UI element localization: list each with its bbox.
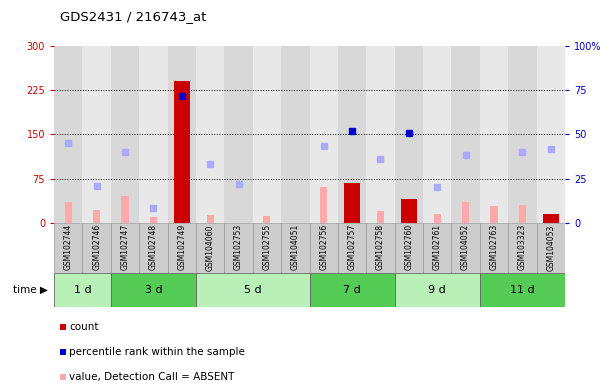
Bar — [338, 223, 366, 273]
Bar — [253, 223, 281, 273]
Bar — [139, 223, 168, 273]
Bar — [480, 46, 508, 223]
Bar — [366, 46, 395, 223]
Bar — [423, 223, 451, 273]
Text: GSM102748: GSM102748 — [149, 224, 158, 270]
Text: GSM102753: GSM102753 — [234, 224, 243, 270]
Bar — [174, 81, 189, 223]
Bar — [395, 223, 423, 273]
Bar — [395, 46, 423, 223]
Text: value, Detection Call = ABSENT: value, Detection Call = ABSENT — [69, 372, 234, 382]
Bar — [65, 202, 72, 223]
Bar — [451, 223, 480, 273]
Text: GSM104052: GSM104052 — [461, 224, 470, 270]
Bar — [508, 46, 537, 223]
Bar — [168, 46, 196, 223]
Bar — [111, 273, 196, 307]
Bar — [224, 223, 253, 273]
Bar — [93, 210, 100, 223]
Bar — [196, 273, 310, 307]
Bar — [168, 223, 196, 273]
Text: GSM102744: GSM102744 — [64, 224, 73, 270]
Text: 7 d: 7 d — [343, 285, 361, 295]
Text: GSM104051: GSM104051 — [291, 224, 300, 270]
Bar — [537, 46, 565, 223]
Bar — [508, 223, 537, 273]
Bar — [543, 214, 558, 223]
Bar — [310, 46, 338, 223]
Bar — [54, 223, 82, 273]
Bar — [401, 199, 416, 223]
Bar — [224, 46, 253, 223]
Text: GSM102763: GSM102763 — [489, 224, 498, 270]
Text: GSM103323: GSM103323 — [518, 224, 527, 270]
Text: GSM102757: GSM102757 — [347, 224, 356, 270]
Bar — [281, 223, 310, 273]
Text: GSM102749: GSM102749 — [177, 224, 186, 270]
Bar — [537, 223, 565, 273]
Bar — [519, 205, 526, 223]
Bar — [310, 223, 338, 273]
Bar — [377, 211, 384, 223]
Bar — [82, 46, 111, 223]
Text: GSM102760: GSM102760 — [404, 224, 413, 270]
Text: 1 d: 1 d — [74, 285, 91, 295]
Bar — [490, 206, 498, 223]
Text: 3 d: 3 d — [145, 285, 162, 295]
Text: GSM104060: GSM104060 — [206, 224, 215, 271]
Bar — [423, 46, 451, 223]
Text: 5 d: 5 d — [244, 285, 261, 295]
Text: GSM102747: GSM102747 — [121, 224, 130, 270]
Text: count: count — [69, 322, 99, 333]
Text: GSM102756: GSM102756 — [319, 224, 328, 270]
Bar — [196, 223, 224, 273]
Bar — [310, 273, 395, 307]
Text: GSM104053: GSM104053 — [546, 224, 555, 271]
Bar — [54, 273, 111, 307]
Text: GSM102746: GSM102746 — [92, 224, 101, 270]
Bar — [451, 46, 480, 223]
Bar — [366, 223, 395, 273]
Bar — [263, 216, 270, 223]
Bar — [82, 223, 111, 273]
Bar — [281, 46, 310, 223]
Text: 9 d: 9 d — [429, 285, 446, 295]
Bar — [54, 46, 82, 223]
Bar — [253, 46, 281, 223]
Bar — [111, 46, 139, 223]
Bar — [139, 46, 168, 223]
Text: GSM102755: GSM102755 — [263, 224, 272, 270]
Bar — [462, 202, 469, 223]
Bar — [480, 273, 565, 307]
Text: GSM102758: GSM102758 — [376, 224, 385, 270]
Bar — [395, 273, 480, 307]
Bar — [121, 196, 129, 223]
Bar — [207, 215, 214, 223]
Bar — [320, 187, 328, 223]
Bar — [344, 183, 360, 223]
Bar — [111, 223, 139, 273]
Bar — [150, 217, 157, 223]
Bar — [480, 223, 508, 273]
Text: percentile rank within the sample: percentile rank within the sample — [69, 347, 245, 358]
Text: GDS2431 / 216743_at: GDS2431 / 216743_at — [60, 10, 207, 23]
Text: 11 d: 11 d — [510, 285, 535, 295]
Bar — [231, 223, 246, 226]
Text: time ▶: time ▶ — [13, 285, 48, 295]
Text: GSM102761: GSM102761 — [433, 224, 442, 270]
Bar — [196, 46, 224, 223]
Bar — [434, 214, 441, 223]
Bar — [338, 46, 366, 223]
